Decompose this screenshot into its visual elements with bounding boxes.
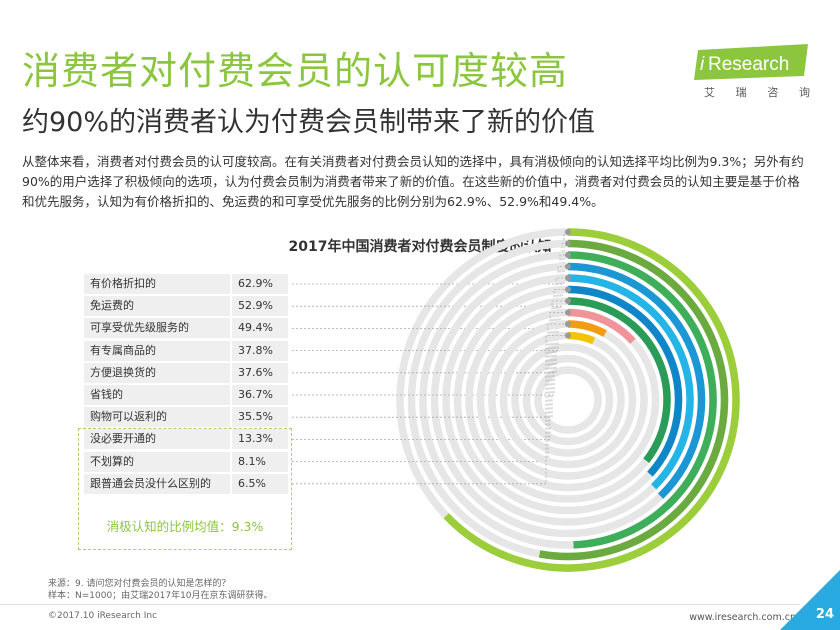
leader-dot	[565, 309, 571, 316]
leader-dot	[565, 321, 571, 327]
category-label: 有专属商品的	[84, 340, 230, 361]
radial-bar	[567, 274, 694, 490]
value-label: 8.1%	[232, 451, 288, 472]
value-label: 36.7%	[232, 385, 288, 405]
category-label: 可享受优先级服务的	[84, 318, 230, 339]
leader-dot	[565, 229, 571, 235]
legend-row: 省钱的 36.7%	[84, 385, 288, 405]
leader-dot	[565, 298, 571, 304]
logo-brand-text: Research	[708, 54, 789, 75]
leader-dot	[565, 252, 571, 258]
page-corner-badge	[780, 570, 840, 630]
category-label: 不划算的	[84, 451, 230, 472]
footer-divider	[0, 604, 800, 605]
logo-brand-i: i	[700, 54, 705, 75]
value-label: 52.9%	[232, 296, 288, 317]
leader-dot	[565, 332, 571, 339]
category-label: 跟普通会员没什么区别的	[84, 473, 230, 494]
legend-row: 有专属商品的 37.8%	[84, 340, 288, 361]
track-ring	[499, 331, 637, 469]
radial-bar	[567, 331, 596, 345]
radial-bar	[567, 297, 671, 463]
leader-line	[292, 312, 568, 440]
logo-tag-char: 瑞	[735, 86, 747, 99]
footer-copyright: ©2017.10 iResearch Inc	[48, 611, 158, 621]
logo-tag-char: 询	[798, 86, 810, 99]
value-label: 37.8%	[232, 340, 288, 361]
leader-line	[292, 335, 568, 485]
track-ring	[476, 308, 660, 492]
footer-sample: 样本：N=1000；由艾瑞2017年10月在京东调研获得。	[48, 591, 273, 601]
category-label: 有价格折扣的	[84, 274, 230, 294]
iresearch-logo: i Research	[694, 44, 808, 80]
inner-track-ring	[511, 343, 625, 457]
legend-row: 没必要开通的 13.3%	[84, 429, 288, 450]
radial-bar	[567, 251, 717, 549]
footer-source-block: 来源：9. 请问您对付费会员的认知是怎样的？ 样本：N=1000；由艾瑞2017…	[48, 578, 273, 602]
category-label: 省钱的	[84, 385, 230, 405]
radial-bar	[567, 308, 636, 344]
value-label: 35.5%	[232, 407, 288, 428]
leader-line	[292, 266, 568, 351]
summary-paragraph: 从整体来看，消费者对付费会员的认可度较高。在有关消费者对付费会员认知的选择中，具…	[22, 154, 804, 209]
category-label: 免运费的	[84, 296, 230, 317]
inner-track-ring	[522, 354, 614, 446]
legend-row: 有价格折扣的 62.9%	[84, 274, 288, 294]
radial-bar	[538, 239, 729, 561]
leader-line	[292, 277, 568, 374]
category-label: 购物可以返利的	[84, 407, 230, 428]
value-label: 49.4%	[232, 318, 288, 339]
category-label: 方便退换货的	[84, 362, 230, 383]
value-label: 62.9%	[232, 274, 288, 294]
footer-source: 来源：9. 请问您对付费会员的认知是怎样的？	[48, 579, 231, 589]
leader-line	[292, 254, 568, 329]
page-subtitle: 约90%的消费者认为付费会员制带来了新的价值	[22, 107, 596, 138]
leader-line	[292, 300, 568, 418]
value-label: 6.5%	[232, 473, 288, 494]
radial-bar	[567, 262, 706, 499]
negative-group-box	[78, 428, 292, 550]
logo-tag-char: 咨	[767, 86, 779, 99]
value-label: 13.3%	[232, 429, 288, 450]
footer-url: www.iresearch.com.cn	[689, 612, 796, 623]
category-label: 没必要开通的	[84, 429, 230, 450]
radial-bar	[443, 228, 740, 572]
legend-row: 可享受优先级服务的 49.4%	[84, 318, 288, 339]
leader-dot	[565, 275, 571, 281]
value-label: 37.6%	[232, 362, 288, 383]
track-ring	[488, 320, 648, 480]
logo-tag-char: 艾	[704, 86, 715, 99]
legend-row: 购物可以返利的 35.5%	[84, 407, 288, 428]
page-title: 消费者对付费会员的认可度较高	[22, 49, 569, 93]
legend-row: 跟普通会员没什么区别的 6.5%	[84, 473, 288, 494]
legend-row: 不划算的 8.1%	[84, 451, 288, 472]
leader-dot	[565, 240, 571, 247]
leader-dot	[565, 263, 571, 270]
inner-track-ring	[534, 366, 602, 434]
logo-tagline: 艾 瑞 咨 询	[704, 84, 810, 100]
legend-row: 方便退换货的 37.6%	[84, 362, 288, 383]
leader-line	[292, 323, 568, 462]
radial-bar	[567, 285, 683, 477]
leader-dot	[565, 286, 571, 293]
legend-row: 免运费的 52.9%	[84, 296, 288, 317]
page-number: 24	[815, 607, 834, 622]
negative-average-label: 消极认知的比例均值：9.3%	[106, 519, 264, 534]
